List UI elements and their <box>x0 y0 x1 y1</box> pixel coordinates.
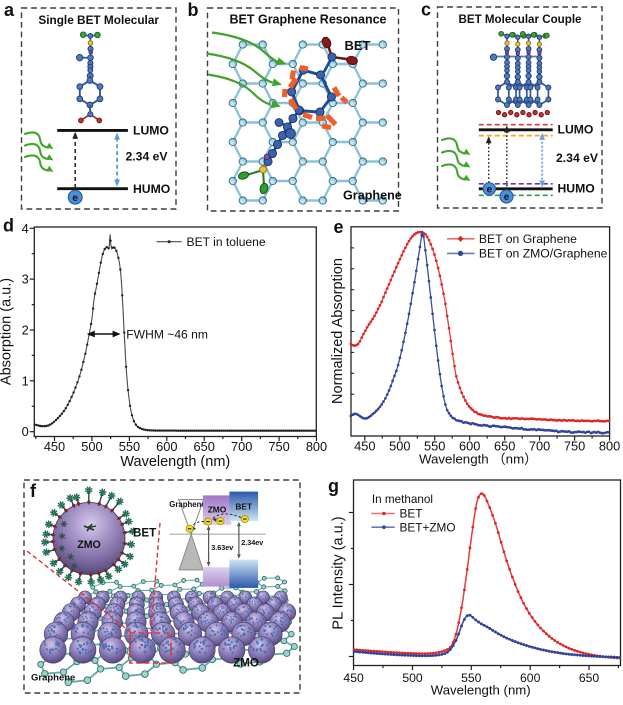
svg-text:500: 500 <box>81 439 102 454</box>
svg-text:BET on ZMO/Graphene: BET on ZMO/Graphene <box>479 247 608 261</box>
svg-text:d: d <box>3 216 14 236</box>
svg-text:450: 450 <box>343 671 364 685</box>
svg-text:3: 3 <box>22 272 29 287</box>
svg-text:4: 4 <box>22 221 29 236</box>
svg-text:BET: BET <box>400 507 423 521</box>
svg-text:750: 750 <box>564 438 585 453</box>
svg-text:Graphene: Graphene <box>31 673 75 684</box>
svg-text:600: 600 <box>156 439 177 454</box>
svg-text:BET+ZMO: BET+ZMO <box>400 520 456 534</box>
svg-text:Graphene: Graphene <box>343 189 402 203</box>
svg-text:f: f <box>30 481 37 501</box>
svg-text:700: 700 <box>231 439 252 454</box>
svg-text:BET: BET <box>133 527 156 540</box>
svg-text:BET Molecular Couple: BET Molecular Couple <box>458 13 582 26</box>
svg-text:a: a <box>4 0 15 20</box>
svg-text:BET in toluene: BET in toluene <box>187 235 266 249</box>
svg-text:Wavelength (nm): Wavelength (nm) <box>120 454 230 470</box>
svg-text:PL Intensity (a.u.): PL Intensity (a.u.) <box>331 516 347 629</box>
svg-text:BET: BET <box>235 502 253 512</box>
svg-text:e: e <box>334 217 344 237</box>
svg-text:ZMO: ZMO <box>77 539 101 551</box>
svg-text:Wavelength (nm): Wavelength (nm) <box>431 682 531 697</box>
svg-text:3.63ev: 3.63ev <box>211 543 233 552</box>
svg-text:BET Graphene Resonance: BET Graphene Resonance <box>230 13 387 27</box>
svg-text:2.34 eV: 2.34 eV <box>556 151 599 165</box>
svg-text:800: 800 <box>306 439 327 454</box>
svg-text:Wavelength （nm）: Wavelength （nm） <box>419 452 537 467</box>
svg-text:g: g <box>328 476 339 496</box>
svg-text:450: 450 <box>354 438 375 453</box>
svg-text:BET on Graphene: BET on Graphene <box>479 232 577 246</box>
svg-text:800: 800 <box>599 438 620 453</box>
svg-text:500: 500 <box>402 671 423 685</box>
svg-text:Absorption (a.u.): Absorption (a.u.) <box>0 278 15 385</box>
svg-text:650: 650 <box>579 671 600 685</box>
svg-text:500: 500 <box>389 438 410 453</box>
svg-text:c: c <box>421 0 431 20</box>
svg-text:ZMO: ZMO <box>233 657 259 670</box>
svg-text:e: e <box>504 192 510 203</box>
svg-text:0: 0 <box>22 424 29 439</box>
svg-text:Single BET Molecular: Single BET Molecular <box>38 13 159 27</box>
svg-text:e: e <box>487 185 493 196</box>
svg-text:In methanol: In methanol <box>372 493 433 506</box>
svg-text:650: 650 <box>194 439 215 454</box>
svg-text:450: 450 <box>44 439 65 454</box>
svg-text:550: 550 <box>119 439 140 454</box>
svg-text:LUMO: LUMO <box>558 122 594 136</box>
svg-text:HUMO: HUMO <box>558 182 595 196</box>
svg-text:2: 2 <box>22 323 29 338</box>
svg-text:LUMO: LUMO <box>133 124 169 138</box>
svg-text:1: 1 <box>22 373 29 388</box>
svg-text:b: b <box>188 0 199 20</box>
svg-text:FWHM ~46 nm: FWHM ~46 nm <box>126 327 208 341</box>
svg-text:Normalized Absorption: Normalized Absorption <box>330 258 346 404</box>
svg-text:ZMO: ZMO <box>208 505 227 515</box>
svg-text:e: e <box>72 192 78 204</box>
svg-text:750: 750 <box>268 439 289 454</box>
svg-text:Graphene: Graphene <box>169 500 206 509</box>
svg-text:BET: BET <box>345 38 371 53</box>
svg-text:2.34ev: 2.34ev <box>241 538 263 547</box>
svg-text:2.34 eV: 2.34 eV <box>126 149 169 163</box>
svg-text:HUMO: HUMO <box>133 182 170 196</box>
